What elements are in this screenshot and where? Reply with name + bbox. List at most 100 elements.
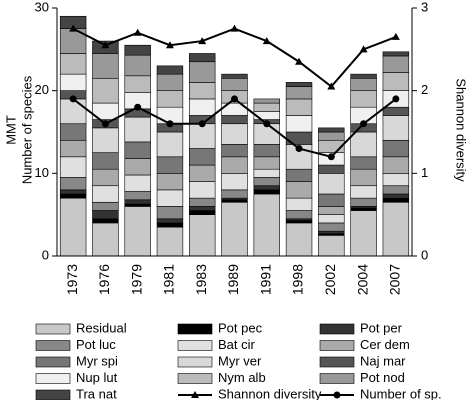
y2-tick-label: 3 xyxy=(421,0,428,14)
bar-segment xyxy=(318,235,345,257)
line-marker xyxy=(231,95,238,103)
legend-swatch xyxy=(319,340,355,351)
bar-segment xyxy=(221,73,248,79)
bar-segment xyxy=(59,53,87,75)
y-tick-label: 0 xyxy=(42,247,49,262)
bar-segment xyxy=(124,199,151,205)
x-tick-label: 1979 xyxy=(128,264,144,295)
bar-segment xyxy=(382,156,410,174)
x-tick-label: 2004 xyxy=(354,264,370,295)
bar-segment xyxy=(124,191,151,201)
y-axis-title: MMT xyxy=(3,115,18,145)
bar-segment xyxy=(253,189,280,195)
bar-segment xyxy=(318,193,345,207)
x-tick-label: 1973 xyxy=(64,264,80,295)
line-marker xyxy=(360,120,368,128)
line-marker xyxy=(230,24,239,32)
legend-label: Shannon diversity xyxy=(218,386,322,400)
bar-segment xyxy=(156,73,184,91)
bar-segment xyxy=(221,156,248,174)
line-marker xyxy=(391,32,400,40)
legend-swatch xyxy=(35,356,71,368)
bar-segment xyxy=(221,201,248,257)
bar-segment xyxy=(382,72,410,91)
bar-segment xyxy=(285,98,313,116)
legend-label: Myr spi xyxy=(76,353,118,368)
line-marker xyxy=(198,37,207,45)
bar-segment xyxy=(382,51,410,57)
bar-segment xyxy=(156,90,184,108)
bar-segment xyxy=(124,158,151,176)
bar-segment xyxy=(189,61,216,83)
bar-segment xyxy=(92,210,119,220)
line-marker xyxy=(165,41,174,49)
y2-tick-label: 0 xyxy=(421,247,428,262)
bar-segment xyxy=(156,226,184,257)
line-marker xyxy=(133,28,142,36)
bar-segment xyxy=(350,207,377,211)
bar-segment xyxy=(285,168,313,182)
bar-segment xyxy=(92,77,119,104)
legend-marker xyxy=(333,391,341,399)
bar-segment xyxy=(382,106,410,116)
line-marker xyxy=(295,145,303,153)
line-marker xyxy=(327,82,336,90)
bar-segment xyxy=(253,177,280,187)
bar-segment xyxy=(285,86,313,100)
bar-segment xyxy=(189,214,216,257)
bar-segment xyxy=(350,73,377,79)
bar-segment xyxy=(318,230,345,234)
legend-label: Pot pec xyxy=(218,320,263,335)
bar-segment xyxy=(221,189,248,199)
legend-swatch xyxy=(177,356,213,368)
bar-segment xyxy=(221,123,248,145)
bar-segment xyxy=(221,144,248,158)
bar-segment xyxy=(221,77,248,91)
bar-segment xyxy=(318,214,345,224)
bar-segment xyxy=(92,127,119,153)
legend-label: Pot per xyxy=(360,320,403,335)
y-tick-label: 30 xyxy=(35,0,49,14)
y2-tick-label: 1 xyxy=(421,165,428,180)
bar-segment xyxy=(318,173,345,195)
bar-segment xyxy=(92,218,119,224)
bar-segment xyxy=(285,82,313,87)
line-marker xyxy=(134,103,142,111)
bar-segment xyxy=(59,139,87,158)
y2-tick-label: 2 xyxy=(421,82,428,97)
legend-label: Pot luc xyxy=(76,337,116,352)
legend-swatch xyxy=(319,323,355,335)
bar-segment xyxy=(124,44,151,56)
bar-segment xyxy=(350,185,377,199)
bar-segment xyxy=(156,206,184,220)
bar-segment xyxy=(285,197,313,211)
bar-segment xyxy=(382,173,410,187)
bar-segment xyxy=(189,82,216,100)
bar-segment xyxy=(156,65,184,75)
bar-segment xyxy=(382,201,410,257)
line-marker xyxy=(198,120,206,128)
x-tick-label: 2002 xyxy=(322,264,338,295)
x-tick-label: 1983 xyxy=(193,264,209,295)
line-marker xyxy=(263,120,271,128)
legend-marker xyxy=(191,391,199,398)
bar-segment xyxy=(285,222,313,257)
bar-segment xyxy=(189,197,216,207)
bar-segment xyxy=(318,206,345,215)
legend-swatch xyxy=(319,356,355,368)
bar-segment xyxy=(350,77,377,91)
bar-segment xyxy=(350,156,377,170)
bar-segment xyxy=(124,116,151,143)
bar-segment xyxy=(253,156,280,170)
line-marker xyxy=(262,37,271,45)
bar-segment xyxy=(59,123,87,141)
bar-segment xyxy=(156,173,184,191)
bar-segment xyxy=(124,174,151,192)
legend-label: Residual xyxy=(76,320,127,335)
x-tick-label: 1981 xyxy=(161,264,177,295)
legend-label: Myr ver xyxy=(218,353,262,368)
bar-segment xyxy=(189,148,216,166)
bar-segment xyxy=(382,185,410,195)
bar-segment xyxy=(59,189,87,195)
